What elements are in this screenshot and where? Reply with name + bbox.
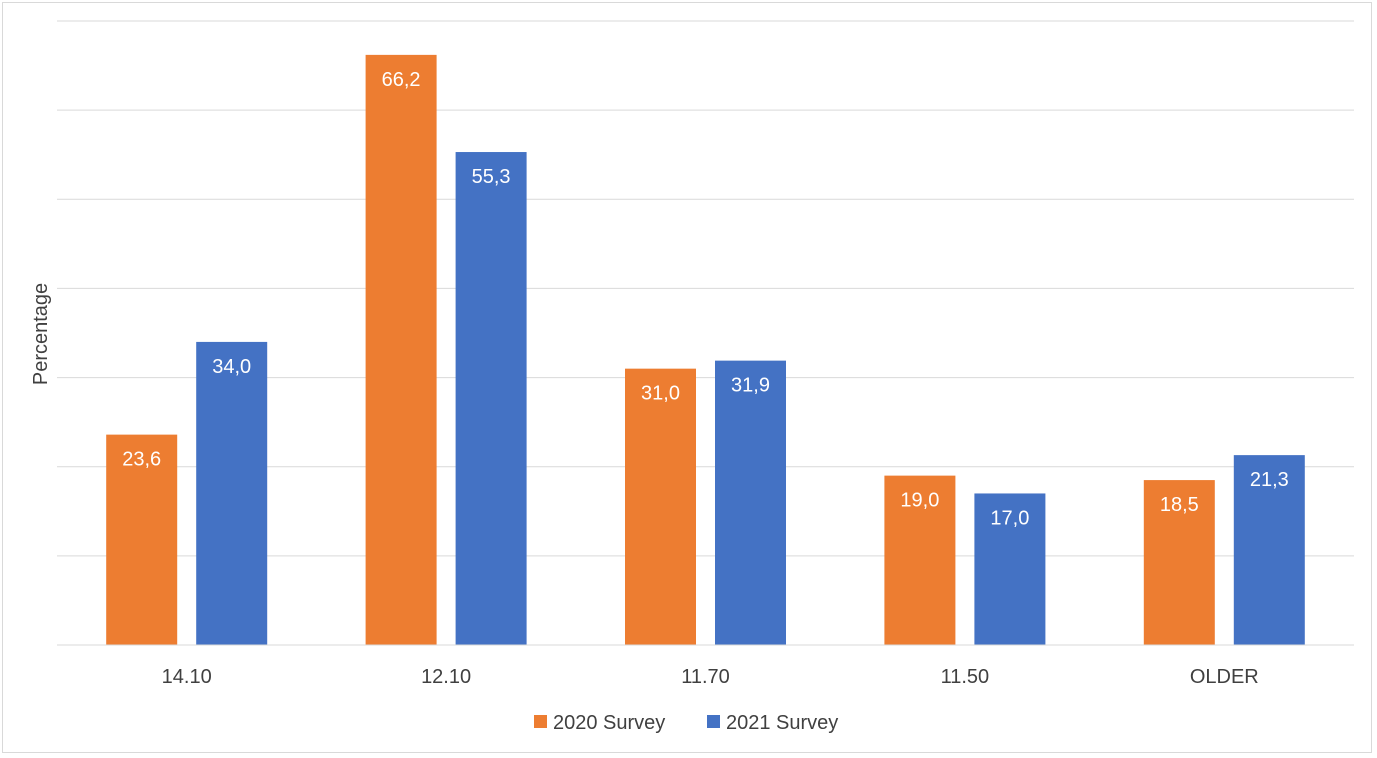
x-tick-label: OLDER [1190, 666, 1259, 688]
bar-2020-11.50 [884, 475, 956, 645]
bar-2021-11.70 [715, 360, 786, 645]
x-tick-label: 14.10 [162, 666, 212, 688]
data-label: 17,0 [990, 507, 1029, 529]
x-tick-label: 11.50 [941, 666, 990, 688]
data-label: 18,5 [1160, 494, 1199, 516]
bar-2020-12.10 [365, 54, 437, 646]
x-axis: 14.10 12.10 11.70 11.50 OLDER [57, 644, 1354, 688]
data-label: 31,0 [641, 383, 680, 405]
gridlines [57, 20, 1354, 557]
bar-2020-11.70 [625, 368, 696, 645]
legend-swatch [534, 715, 547, 728]
data-labels: 23,6 34,0 66,2 55,3 31,0 31,9 19,0 17,0 18,5 21,3 [122, 69, 1289, 530]
bar-2021-older [1233, 455, 1305, 645]
bar-2021-12.10 [455, 152, 527, 646]
data-label: 55,3 [472, 166, 511, 188]
data-label: 66,2 [382, 69, 421, 91]
bars [106, 54, 1305, 646]
legend-swatch [707, 715, 720, 728]
data-label: 19,0 [900, 490, 939, 512]
data-label: 31,9 [731, 375, 770, 397]
y-axis-title: Percentage [30, 283, 52, 385]
data-label: 34,0 [212, 356, 251, 378]
legend-label: 2020 Survey [553, 712, 665, 734]
x-tick-label: 11.70 [681, 666, 730, 688]
bar-2021-11.50 [974, 493, 1046, 645]
data-label: 23,6 [122, 449, 161, 471]
legend-label: 2021 Survey [726, 712, 838, 734]
bar-2020-older [1143, 480, 1215, 645]
bar-2020-14.10 [106, 434, 178, 645]
x-tick-label: 12.10 [421, 666, 471, 688]
data-label: 21,3 [1250, 469, 1289, 491]
bar-2021-14.10 [196, 341, 268, 645]
legend: 2020 Survey 2021 Survey [534, 712, 838, 734]
